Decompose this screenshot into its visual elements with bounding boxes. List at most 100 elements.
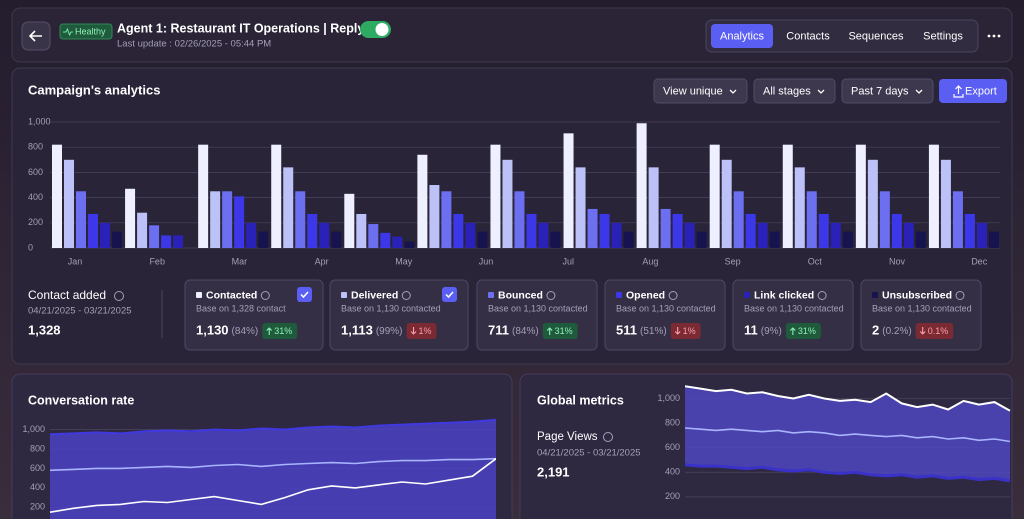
bar (672, 213, 683, 248)
card-name: Contacted (206, 289, 257, 301)
bar (271, 144, 282, 248)
card-percent: (51%) (640, 326, 667, 337)
filter-button[interactable] (653, 78, 748, 104)
change-label: 31% (555, 326, 573, 336)
band-edge (685, 463, 1011, 483)
change-badge (915, 323, 954, 339)
card-base: Base on 1,130 contacted (616, 303, 716, 313)
card-base: Base on 1,130 contacted (744, 303, 844, 313)
bar (246, 222, 257, 248)
health-badge (59, 23, 113, 40)
y-tick-label: 400 (28, 192, 43, 202)
bar (392, 236, 403, 248)
bar (258, 231, 269, 248)
bar (709, 144, 720, 248)
bar (952, 191, 963, 248)
contact-added-dates: 04/21/2025 - 03/21/2025 (28, 306, 132, 317)
series-swatch (616, 292, 622, 298)
bar (976, 222, 987, 248)
filter-button[interactable] (753, 78, 836, 104)
change-label: 0.1% (928, 326, 949, 336)
bar (575, 167, 586, 248)
bar (794, 167, 805, 248)
bar (210, 191, 221, 248)
export-icon (953, 85, 964, 98)
info-icon (114, 291, 124, 301)
y-tick-label: 200 (28, 217, 43, 227)
tab-group (705, 19, 979, 53)
bar (648, 167, 659, 248)
contact-added-label: Contact added (28, 288, 106, 302)
card-base: Base on 1,328 contact (196, 303, 286, 313)
bar (490, 144, 501, 248)
toggle-knob (375, 23, 389, 36)
bar (745, 213, 756, 248)
bar (417, 154, 428, 248)
chevron (817, 89, 825, 94)
x-tick-label: May (395, 256, 413, 266)
card-base: Base on 1,130 contacted (341, 303, 441, 313)
bar (356, 213, 367, 248)
series-swatch (744, 292, 750, 298)
bar (331, 231, 342, 248)
bar (879, 191, 890, 248)
stat-card[interactable] (732, 279, 854, 351)
card-name: Delivered (351, 289, 398, 301)
x-tick-label: Nov (889, 256, 906, 266)
filter-label: All stages (763, 85, 811, 97)
checkbox[interactable] (297, 287, 312, 302)
export-label: Export (965, 85, 997, 97)
tab[interactable]: Sequences (848, 30, 904, 42)
more-menu[interactable] (987, 34, 1001, 38)
info-icon (668, 291, 678, 300)
trend-arrow (266, 327, 273, 335)
bar (806, 191, 817, 248)
band-area (50, 419, 496, 519)
card-percent: (99%) (376, 326, 403, 337)
info-icon (603, 432, 613, 442)
y-tick-label: 800 (30, 443, 45, 453)
card-value: 1,113 (341, 322, 373, 337)
y-tick-label: 200 (665, 491, 680, 501)
change-label: 1% (683, 326, 696, 336)
series-swatch (488, 292, 494, 298)
bar (550, 231, 561, 248)
filters: View unique All stages Past 7 days (653, 78, 934, 104)
tab[interactable]: Contacts (786, 30, 830, 42)
x-tick-label: Jul (562, 256, 574, 266)
bar (234, 196, 245, 248)
bar (502, 159, 513, 248)
info-icon (401, 291, 411, 300)
bar (514, 191, 525, 248)
bar (782, 144, 793, 248)
bar-chart: 0 200 400 600 800 1,000 Jan Feb Mar Apr May Jun Jul A… (28, 116, 1000, 266)
card-percent: (0.2%) (882, 326, 911, 337)
bar (112, 231, 122, 248)
filter-label: Past 7 days (851, 85, 909, 97)
card-base: Base on 1,130 contacted (872, 303, 972, 313)
filter-button[interactable] (841, 78, 934, 104)
card-percent: (9%) (761, 326, 782, 337)
y-tick-label: 1,000 (657, 393, 680, 403)
bar (733, 191, 744, 248)
trend-arrow (546, 327, 553, 335)
tab[interactable]: Analytics (720, 30, 765, 42)
bar (52, 144, 62, 248)
stat-value: 2,191 (537, 464, 570, 479)
tab[interactable]: Settings (923, 30, 963, 42)
checkbox[interactable] (442, 287, 457, 302)
band-area (685, 386, 1010, 481)
info-icon (546, 291, 556, 300)
line (50, 457, 496, 472)
conversation-chart: 200 400 600 800 1,000 (22, 418, 496, 519)
contact-added-value: 1,328 (28, 322, 61, 337)
pulse-icon (63, 27, 73, 37)
line (50, 458, 496, 513)
tab-active[interactable] (711, 24, 773, 48)
bar (757, 222, 768, 248)
info-icon (955, 291, 965, 300)
bar (988, 231, 999, 248)
bar (222, 191, 233, 248)
card-value: 1,130 (196, 322, 229, 337)
